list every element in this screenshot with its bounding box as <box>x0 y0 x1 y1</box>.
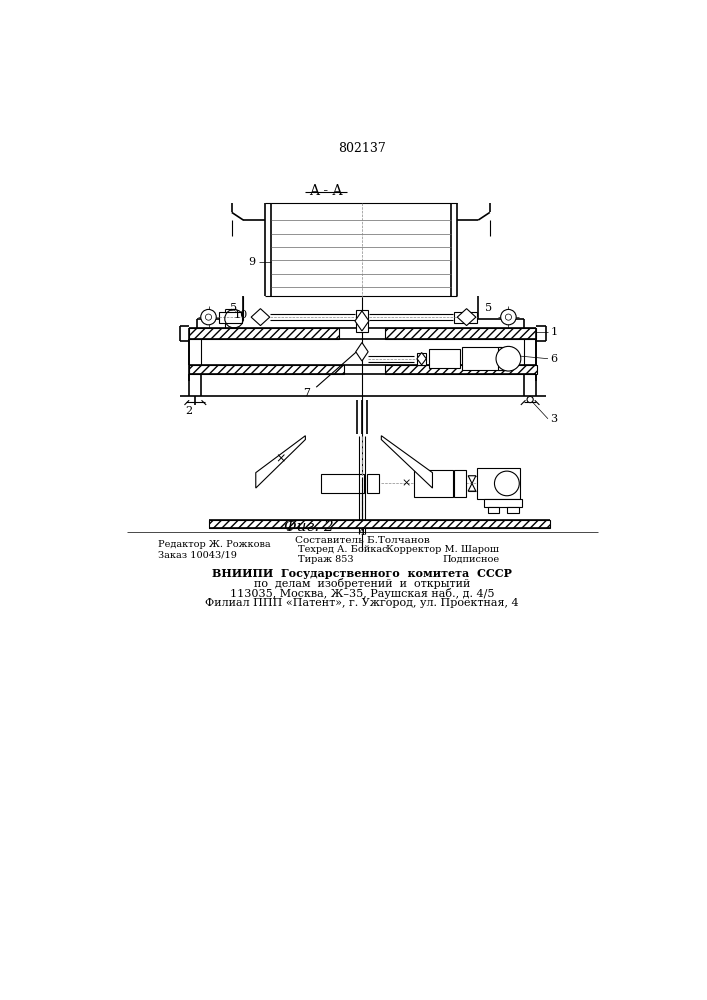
Text: 2: 2 <box>185 406 193 416</box>
Text: 3: 3 <box>550 414 557 424</box>
Text: Тираж 853: Тираж 853 <box>298 555 354 564</box>
Text: Редактор Ж. Рожкова: Редактор Ж. Рожкова <box>158 540 271 549</box>
Bar <box>454 312 477 323</box>
Polygon shape <box>356 310 368 332</box>
Text: 4: 4 <box>358 527 366 537</box>
Text: ВНИИПИ  Государственного  комитета  СССР: ВНИИПИ Государственного комитета СССР <box>212 568 512 579</box>
Polygon shape <box>468 483 476 491</box>
Bar <box>385 365 537 374</box>
Bar <box>507 507 518 513</box>
Bar <box>189 365 344 374</box>
Polygon shape <box>417 353 426 365</box>
Bar <box>209 520 549 528</box>
Bar <box>429 349 460 368</box>
Text: 5: 5 <box>485 303 492 313</box>
Text: 9: 9 <box>249 257 256 267</box>
Bar <box>462 347 501 370</box>
Bar <box>484 499 522 507</box>
Circle shape <box>206 314 211 320</box>
Text: Подписное: Подписное <box>442 555 499 564</box>
Bar <box>368 474 379 493</box>
Bar <box>189 328 339 339</box>
Polygon shape <box>468 476 476 483</box>
Text: Заказ 10043/19: Заказ 10043/19 <box>158 550 237 559</box>
Circle shape <box>494 471 519 496</box>
Text: Техред А. Бойкас: Техред А. Бойкас <box>298 545 387 554</box>
Text: 802137: 802137 <box>338 142 386 155</box>
Text: Корректор М. Шарош: Корректор М. Шарош <box>386 545 499 554</box>
Text: 6: 6 <box>550 354 557 364</box>
Polygon shape <box>355 311 369 331</box>
Polygon shape <box>251 309 270 326</box>
Polygon shape <box>417 353 426 365</box>
Polygon shape <box>381 436 433 488</box>
Bar <box>454 470 466 497</box>
Text: по  делам  изобретений  и  открытий: по делам изобретений и открытий <box>254 578 470 589</box>
Bar <box>321 474 363 493</box>
Text: 1: 1 <box>550 327 557 337</box>
Circle shape <box>501 309 516 325</box>
Text: ×: × <box>402 478 411 488</box>
Polygon shape <box>256 436 305 488</box>
Text: A - A: A - A <box>310 184 343 198</box>
Bar <box>498 347 512 370</box>
Bar <box>218 312 242 323</box>
Bar <box>488 507 499 513</box>
Polygon shape <box>457 309 476 326</box>
Text: 10: 10 <box>234 310 248 320</box>
Bar <box>477 468 520 499</box>
Circle shape <box>496 346 521 371</box>
Text: Филиал ППП «Патент», г. Ужгород, ул. Проектная, 4: Филиал ППП «Патент», г. Ужгород, ул. Про… <box>205 598 519 608</box>
Text: Фиг. 2: Фиг. 2 <box>284 520 334 534</box>
Circle shape <box>506 314 512 320</box>
Bar <box>414 470 452 497</box>
Text: 7: 7 <box>303 388 310 398</box>
Text: Составитель Б.Толчанов: Составитель Б.Толчанов <box>295 536 429 545</box>
Polygon shape <box>356 343 368 361</box>
Circle shape <box>201 309 216 325</box>
Text: 5: 5 <box>230 303 237 313</box>
Text: 113035, Москва, Ж–35, Раушская наб., д. 4/5: 113035, Москва, Ж–35, Раушская наб., д. … <box>230 588 494 599</box>
Text: ×: × <box>275 452 286 465</box>
Bar <box>385 328 537 339</box>
Circle shape <box>527 396 533 403</box>
